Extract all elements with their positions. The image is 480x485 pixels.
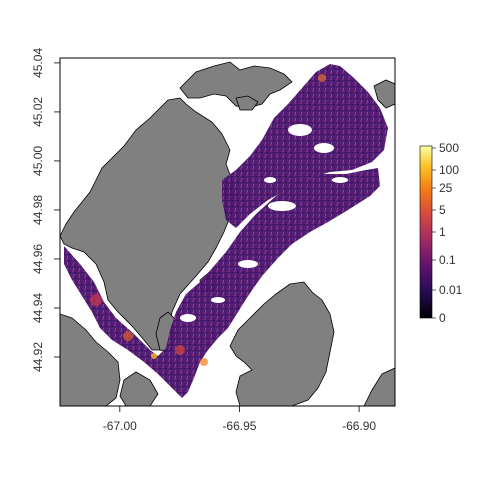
land-layer xyxy=(60,61,395,406)
y-tick-label: 45.00 xyxy=(31,146,45,176)
legend-labels: 500 100 25 5 1 0.1 0.01 0 xyxy=(432,141,463,325)
y-axis: 44.92 44.94 44.96 44.98 45.00 45.02 45.04 xyxy=(31,48,60,372)
legend-label: 0.1 xyxy=(439,253,456,267)
color-legend: 500 100 25 5 1 0.1 0.01 0 xyxy=(419,141,463,325)
y-tick-label: 44.96 xyxy=(31,244,45,274)
survey-raster xyxy=(64,64,388,398)
land-north xyxy=(179,61,293,109)
map-plot-area xyxy=(60,58,395,406)
y-tick-label: 44.98 xyxy=(31,195,45,225)
legend-label: 100 xyxy=(439,163,459,177)
land-south-small xyxy=(119,371,159,406)
x-tick-label: -66.95 xyxy=(222,419,256,433)
x-tick-label: -66.90 xyxy=(342,419,376,433)
plot-frame xyxy=(59,57,396,407)
y-tick-label: 45.02 xyxy=(31,97,45,127)
land-island-d xyxy=(373,79,395,109)
land-island-c xyxy=(235,95,259,111)
legend-label: 0 xyxy=(439,311,446,325)
raster-hotspots xyxy=(90,74,326,366)
legend-label: 5 xyxy=(439,203,446,217)
land-southeast xyxy=(229,281,335,406)
x-axis: -67.00 -66.95 -66.90 xyxy=(103,406,376,433)
raster-gaps xyxy=(180,124,348,322)
land-southwest xyxy=(60,313,121,406)
y-tick-label: 44.92 xyxy=(31,342,45,372)
y-tick-label: 44.94 xyxy=(31,293,45,323)
legend-label: 0.01 xyxy=(439,283,463,297)
legend-colorbar xyxy=(419,145,433,319)
y-tick-label: 45.04 xyxy=(31,48,45,78)
legend-label: 1 xyxy=(439,225,446,239)
survey-swath-north xyxy=(222,64,388,228)
legend-label: 500 xyxy=(439,141,459,155)
survey-swath xyxy=(64,168,380,398)
land-east-point xyxy=(363,367,395,406)
x-tick-label: -67.00 xyxy=(103,419,137,433)
legend-label: 25 xyxy=(439,181,453,195)
